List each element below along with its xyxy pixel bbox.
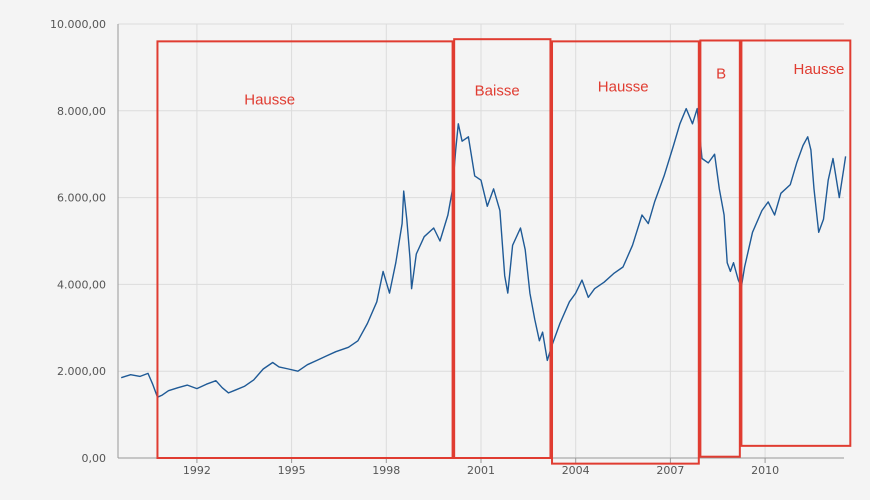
- phase-box: [453, 38, 552, 459]
- x-tick-label: 2004: [562, 464, 590, 477]
- phase-box: [156, 40, 454, 460]
- x-tick-label: 1998: [372, 464, 400, 477]
- phase-label: B: [716, 65, 726, 82]
- x-tick-label: 2001: [467, 464, 495, 477]
- x-tick-label: 2007: [656, 464, 684, 477]
- y-tick-label: 0,00: [82, 452, 107, 465]
- y-tick-label: 6.000,00: [57, 192, 106, 205]
- x-tick-label: 1995: [278, 464, 306, 477]
- series-layer: [120, 107, 847, 398]
- y-tick-label: 10.000,00: [50, 18, 106, 31]
- x-tick-label: 2010: [751, 464, 779, 477]
- phase-box: [699, 39, 741, 458]
- series-line-0: [120, 107, 847, 398]
- x-tick-label: 1992: [183, 464, 211, 477]
- y-tick-label: 2.000,00: [57, 365, 106, 378]
- phase-box: [740, 39, 852, 447]
- axis-layer: 0,00 2.000,00 4.000,00 6.000,00 8.000,00 10.0…: [50, 18, 844, 477]
- y-tick-label: 8.000,00: [57, 105, 106, 118]
- phase-label: Hausse: [598, 78, 649, 95]
- phase-label: Hausse: [244, 91, 295, 108]
- phase-label: Baisse: [475, 83, 520, 100]
- grid-layer: [118, 23, 844, 459]
- phase-label: Hausse: [793, 61, 844, 78]
- annotation-layer: Hausse Baisse Hausse B Hausse: [156, 38, 852, 465]
- phase-box: [551, 40, 700, 465]
- y-tick-label: 4.000,00: [57, 278, 106, 291]
